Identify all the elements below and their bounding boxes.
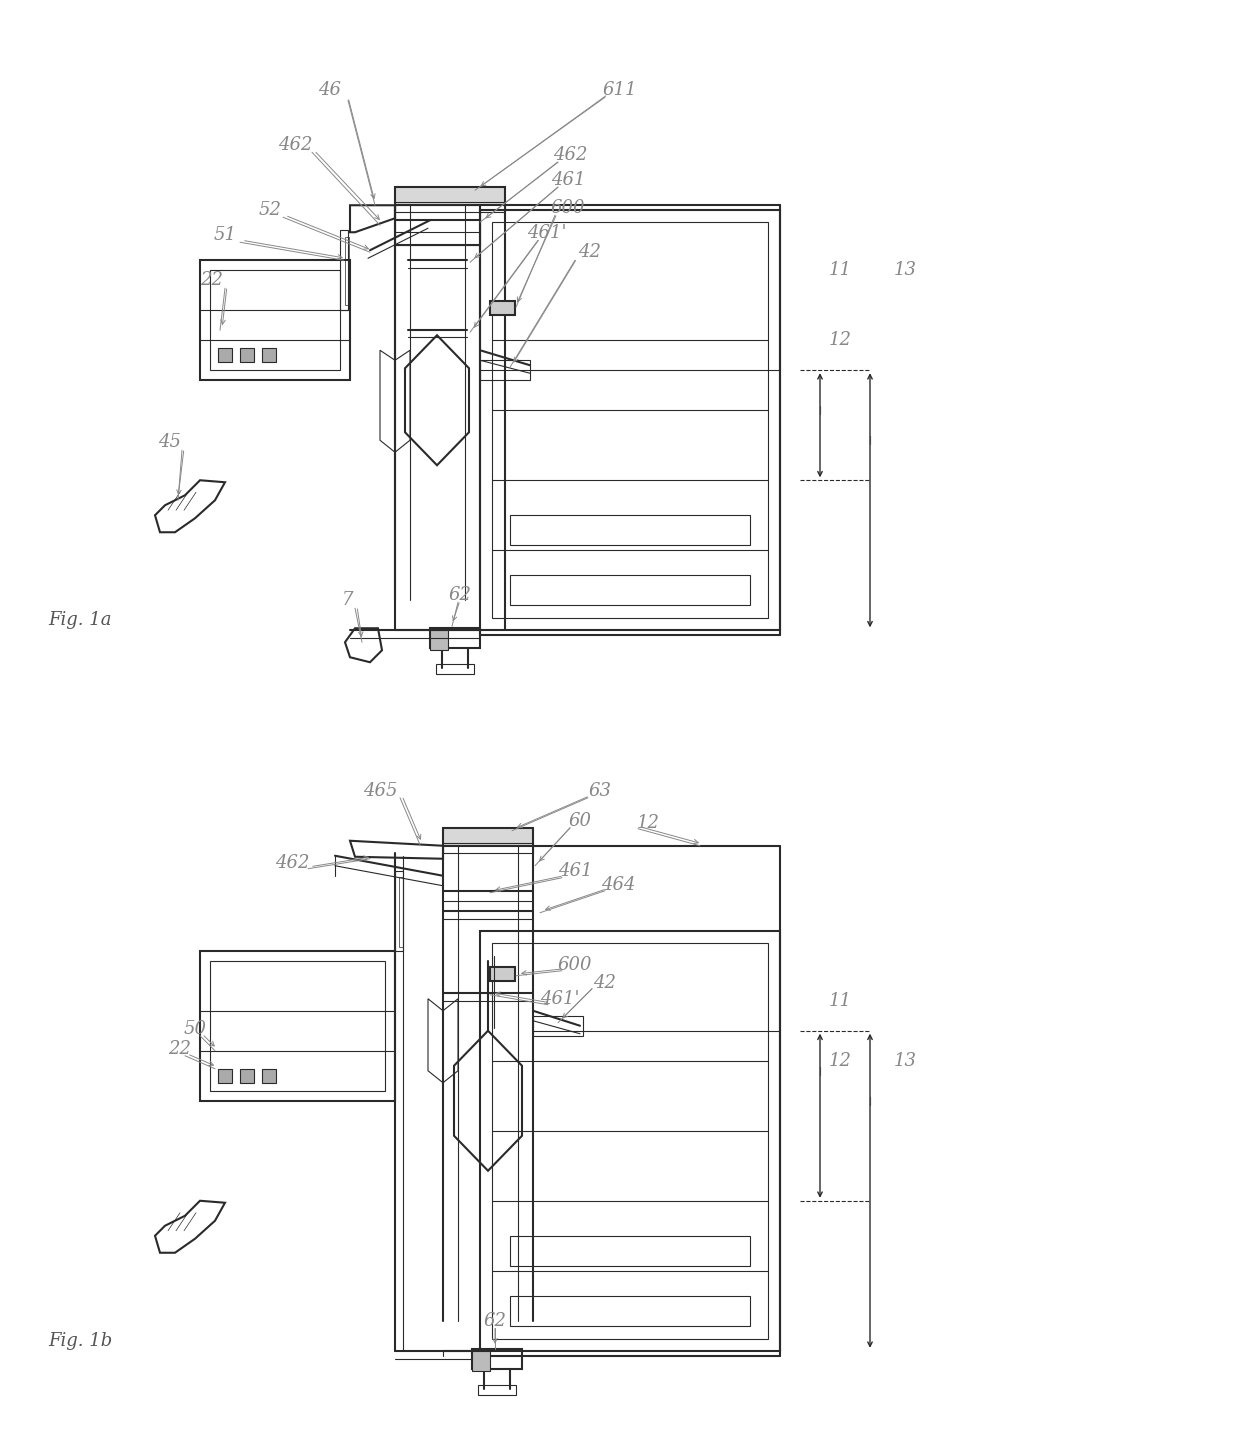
- Text: 12: 12: [636, 814, 660, 831]
- Bar: [490, 301, 515, 316]
- Bar: [492, 942, 768, 1339]
- Bar: [396, 870, 403, 951]
- Text: 7: 7: [342, 591, 353, 610]
- Bar: [510, 1236, 750, 1265]
- Bar: [200, 951, 396, 1101]
- Text: 13: 13: [894, 1052, 916, 1069]
- Text: 462: 462: [275, 853, 309, 872]
- Text: 60: 60: [568, 811, 591, 830]
- Bar: [510, 1295, 750, 1326]
- Bar: [480, 931, 780, 1350]
- Bar: [200, 261, 350, 380]
- Bar: [241, 349, 254, 362]
- Bar: [477, 1385, 516, 1395]
- Bar: [480, 360, 529, 380]
- Text: 52: 52: [258, 202, 281, 219]
- Bar: [218, 1069, 232, 1082]
- Text: 51: 51: [213, 226, 237, 245]
- Text: 13: 13: [894, 261, 916, 280]
- Bar: [443, 827, 533, 846]
- Bar: [533, 1016, 583, 1036]
- Bar: [345, 238, 348, 305]
- Text: 63: 63: [589, 782, 611, 800]
- Text: 62: 62: [484, 1311, 506, 1330]
- Text: 12: 12: [828, 1052, 852, 1069]
- Text: 22: 22: [169, 1040, 191, 1058]
- Text: 45: 45: [159, 434, 181, 451]
- Text: 62: 62: [449, 586, 471, 604]
- Text: 465: 465: [363, 782, 397, 800]
- Text: 42: 42: [594, 974, 616, 991]
- Bar: [436, 664, 474, 674]
- Bar: [430, 630, 448, 650]
- Text: 611: 611: [603, 81, 637, 99]
- Text: 600: 600: [558, 955, 593, 974]
- Bar: [218, 349, 232, 362]
- Text: 461': 461': [541, 990, 580, 1007]
- Text: 50: 50: [184, 1020, 207, 1038]
- Text: 11: 11: [828, 991, 852, 1010]
- Text: 46: 46: [319, 81, 341, 99]
- Text: 461: 461: [558, 862, 593, 880]
- Text: 461: 461: [551, 171, 585, 189]
- Text: Fig. 1b: Fig. 1b: [48, 1331, 112, 1350]
- Text: 22: 22: [201, 271, 223, 290]
- Text: 462: 462: [278, 137, 312, 154]
- Bar: [430, 628, 480, 648]
- Text: 600: 600: [551, 199, 585, 218]
- Bar: [399, 876, 403, 947]
- Text: Fig. 1a: Fig. 1a: [48, 611, 112, 630]
- Bar: [241, 1069, 254, 1082]
- Bar: [472, 1350, 490, 1370]
- Bar: [340, 231, 348, 310]
- Text: 462: 462: [553, 146, 588, 164]
- Bar: [210, 271, 340, 370]
- Bar: [396, 202, 505, 212]
- Bar: [443, 843, 533, 853]
- Bar: [262, 349, 277, 362]
- Text: 42: 42: [579, 244, 601, 261]
- Text: 12: 12: [828, 331, 852, 349]
- Text: 464: 464: [600, 876, 635, 893]
- Bar: [480, 210, 780, 630]
- Bar: [492, 222, 768, 618]
- Text: 11: 11: [828, 261, 852, 280]
- Bar: [510, 575, 750, 605]
- Bar: [210, 961, 384, 1091]
- Bar: [510, 516, 750, 545]
- Bar: [262, 1069, 277, 1082]
- Bar: [396, 187, 505, 205]
- Bar: [490, 967, 515, 981]
- Text: 461': 461': [527, 225, 567, 242]
- Bar: [472, 1349, 522, 1369]
